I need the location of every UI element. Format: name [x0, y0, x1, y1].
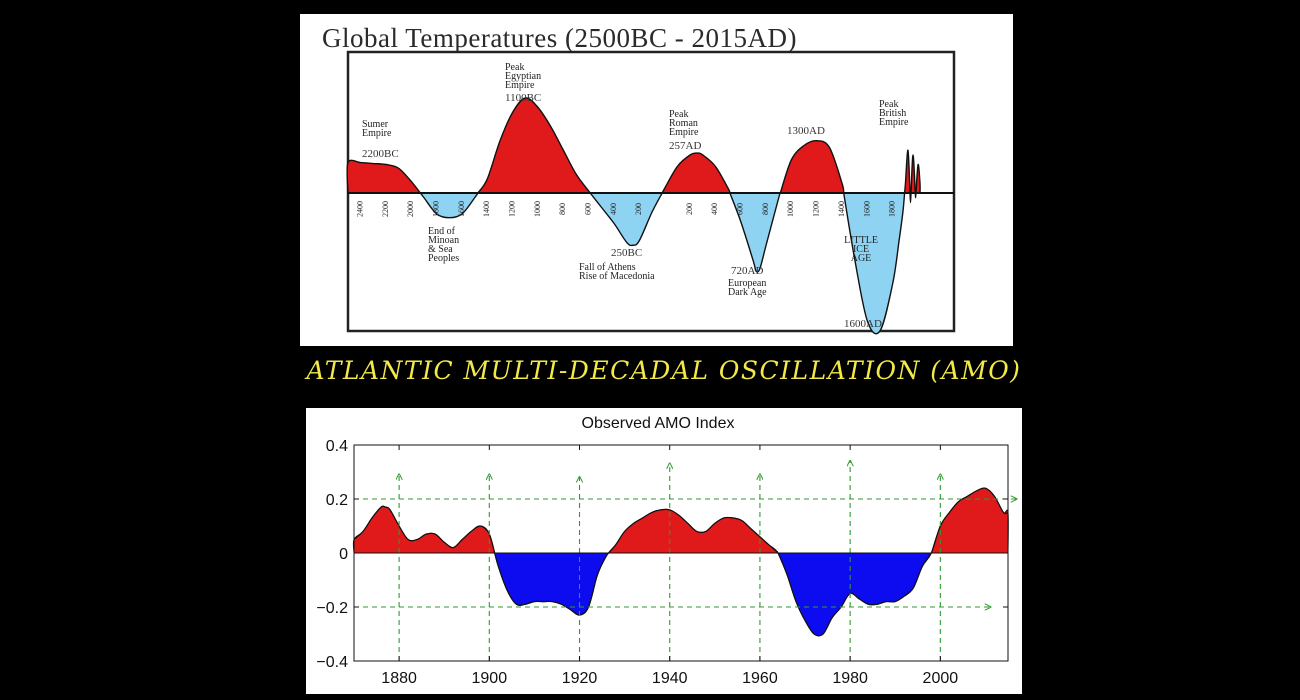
- x-tick-label: 1200: [508, 201, 517, 217]
- annotation-dark-age-date: 720AD: [731, 265, 763, 277]
- warm-period-area: [476, 97, 592, 194]
- annotation-egypt-date: 1100BC: [505, 92, 541, 104]
- annotation-egypt-label-2: Egyptian: [505, 71, 541, 82]
- x-tick-label: 1960: [742, 670, 778, 687]
- y-tick-label: 0: [339, 546, 348, 563]
- amo-positive-area: [607, 508, 780, 554]
- annotation-rome: Peak Roman Empire: [669, 109, 699, 138]
- x-tick-label: 2400: [355, 201, 364, 217]
- x-tick-label: 1920: [562, 670, 598, 687]
- x-tick-label: 2200: [381, 201, 390, 217]
- annotation-little-ice-age: LITTLE ICE AGE: [844, 235, 878, 264]
- annotation-athens-label-1: Fall of Athens: [579, 262, 636, 273]
- annotation-egypt: Peak Egyptian Empire: [505, 62, 541, 91]
- warm-period-area: [910, 154, 917, 194]
- x-tick-label: 1800: [888, 201, 897, 217]
- annotation-lia-date: 1600AD: [844, 318, 882, 330]
- x-tick-label: 400: [609, 203, 618, 215]
- x-tick-label: 1800: [432, 201, 441, 217]
- x-tick-label: 1400: [482, 201, 491, 217]
- annotation-minoan: End of Minoan & Sea Peoples: [428, 226, 459, 264]
- annotation-sumer-date: 2200BC: [362, 148, 399, 160]
- annotation-athens-date: 250BC: [611, 247, 642, 259]
- x-tick-label: 1980: [832, 670, 868, 687]
- cool-period-area: [418, 192, 480, 219]
- x-tick-label: 1000: [533, 201, 542, 217]
- y-tick-label: −0.4: [316, 654, 348, 671]
- cool-period-area: [588, 192, 664, 247]
- annotation-british-label-1: Peak: [879, 99, 898, 110]
- global-temperatures-chart: Global Temperatures (2500BC - 2015AD) 24…: [300, 14, 1013, 346]
- annotation-athens: Fall of Athens Rise of Macedonia: [579, 262, 655, 282]
- annotation-1300ad-date: 1300AD: [787, 125, 825, 137]
- x-tick-label: 2000: [923, 670, 959, 687]
- amo-index-line: [353, 487, 1009, 637]
- chart-title: Observed AMO Index: [582, 415, 735, 432]
- annotation-egypt-label-3: Empire: [505, 80, 535, 91]
- warm-period-area: [779, 140, 845, 194]
- annotation-sumer-label-1: Sumer: [362, 119, 389, 130]
- cool-period-area: [842, 192, 906, 335]
- x-tick-label: 1900: [472, 670, 508, 687]
- annotation-sumer-label-2: Empire: [362, 128, 392, 139]
- warm-period-area: [661, 152, 731, 194]
- annotation-rome-label-3: Empire: [669, 127, 699, 138]
- warm-period-area: [915, 163, 921, 194]
- annotation-rome-label-1: Peak: [669, 109, 688, 120]
- x-tick-label: 400: [710, 203, 719, 215]
- x-tick-label: 200: [685, 203, 694, 215]
- y-tick-label: −0.2: [316, 600, 348, 617]
- annotation-minoan-label-3: & Sea: [428, 244, 453, 255]
- annotation-athens-label-2: Rise of Macedonia: [579, 271, 655, 282]
- annotation-egypt-label-1: Peak: [505, 62, 524, 73]
- warm-period-area: [346, 159, 422, 194]
- x-tick-label: 800: [558, 203, 567, 215]
- annotation-minoan-label-2: Minoan: [428, 235, 459, 246]
- chart-title: Global Temperatures (2500BC - 2015AD): [322, 23, 797, 53]
- x-tick-label: 200: [634, 203, 643, 215]
- annotation-rome-date: 257AD: [669, 140, 701, 152]
- amo-banner: ATLANTIC MULTI-DECADAL OSCILLATION (AMO): [306, 356, 1022, 385]
- amo-index-svg: Observed AMO Index −0.4 −0.2 0 0.2 0.4 1880 19…: [316, 415, 1022, 687]
- warm-period-area: [903, 149, 911, 194]
- x-tick-label: 1600: [862, 201, 871, 217]
- y-tick-label: 0.4: [326, 438, 348, 455]
- amo-negative-area: [493, 552, 610, 616]
- annotation-british: Peak British Empire: [879, 99, 909, 128]
- x-tick-label: 600: [736, 203, 745, 215]
- cool-period-area: [728, 191, 782, 273]
- x-tick-label: 600: [584, 203, 593, 215]
- x-tick-label: 1940: [652, 670, 688, 687]
- annotation-lia-label-3: AGE: [851, 253, 872, 264]
- global-temperatures-svg: Global Temperatures (2500BC - 2015AD) 24…: [322, 23, 956, 335]
- annotation-lia-label-1: LITTLE: [844, 235, 878, 246]
- annotation-minoan-label-4: Peoples: [428, 253, 459, 264]
- annotation-dark-age: European Dark Age: [728, 278, 767, 298]
- annotation-minoan-label-1: End of: [428, 226, 456, 237]
- annotation-rome-label-2: Roman: [669, 118, 698, 129]
- x-tick-label: 1880: [381, 670, 417, 687]
- annotation-dark-age-label-2: Dark Age: [728, 287, 767, 298]
- y-tick-label: 0.2: [326, 492, 348, 509]
- annotation-dark-age-label-1: European: [728, 278, 766, 289]
- x-tick-label: 2000: [406, 201, 415, 217]
- x-tick-label: 800: [761, 203, 770, 215]
- annotation-lia-label-2: ICE: [853, 244, 869, 255]
- annotation-sumer: Sumer Empire: [362, 119, 392, 139]
- annotation-british-label-3: Empire: [879, 117, 909, 128]
- annotation-british-label-2: British: [879, 108, 906, 119]
- x-tick-label: 1600: [457, 201, 466, 217]
- x-tick-label: 1200: [812, 201, 821, 217]
- cool-period-area: [909, 192, 912, 204]
- amo-index-chart: Observed AMO Index −0.4 −0.2 0 0.2 0.4 1880 19…: [306, 408, 1022, 694]
- x-tick-label: 1000: [786, 201, 795, 217]
- x-tick-label: 1400: [837, 201, 846, 217]
